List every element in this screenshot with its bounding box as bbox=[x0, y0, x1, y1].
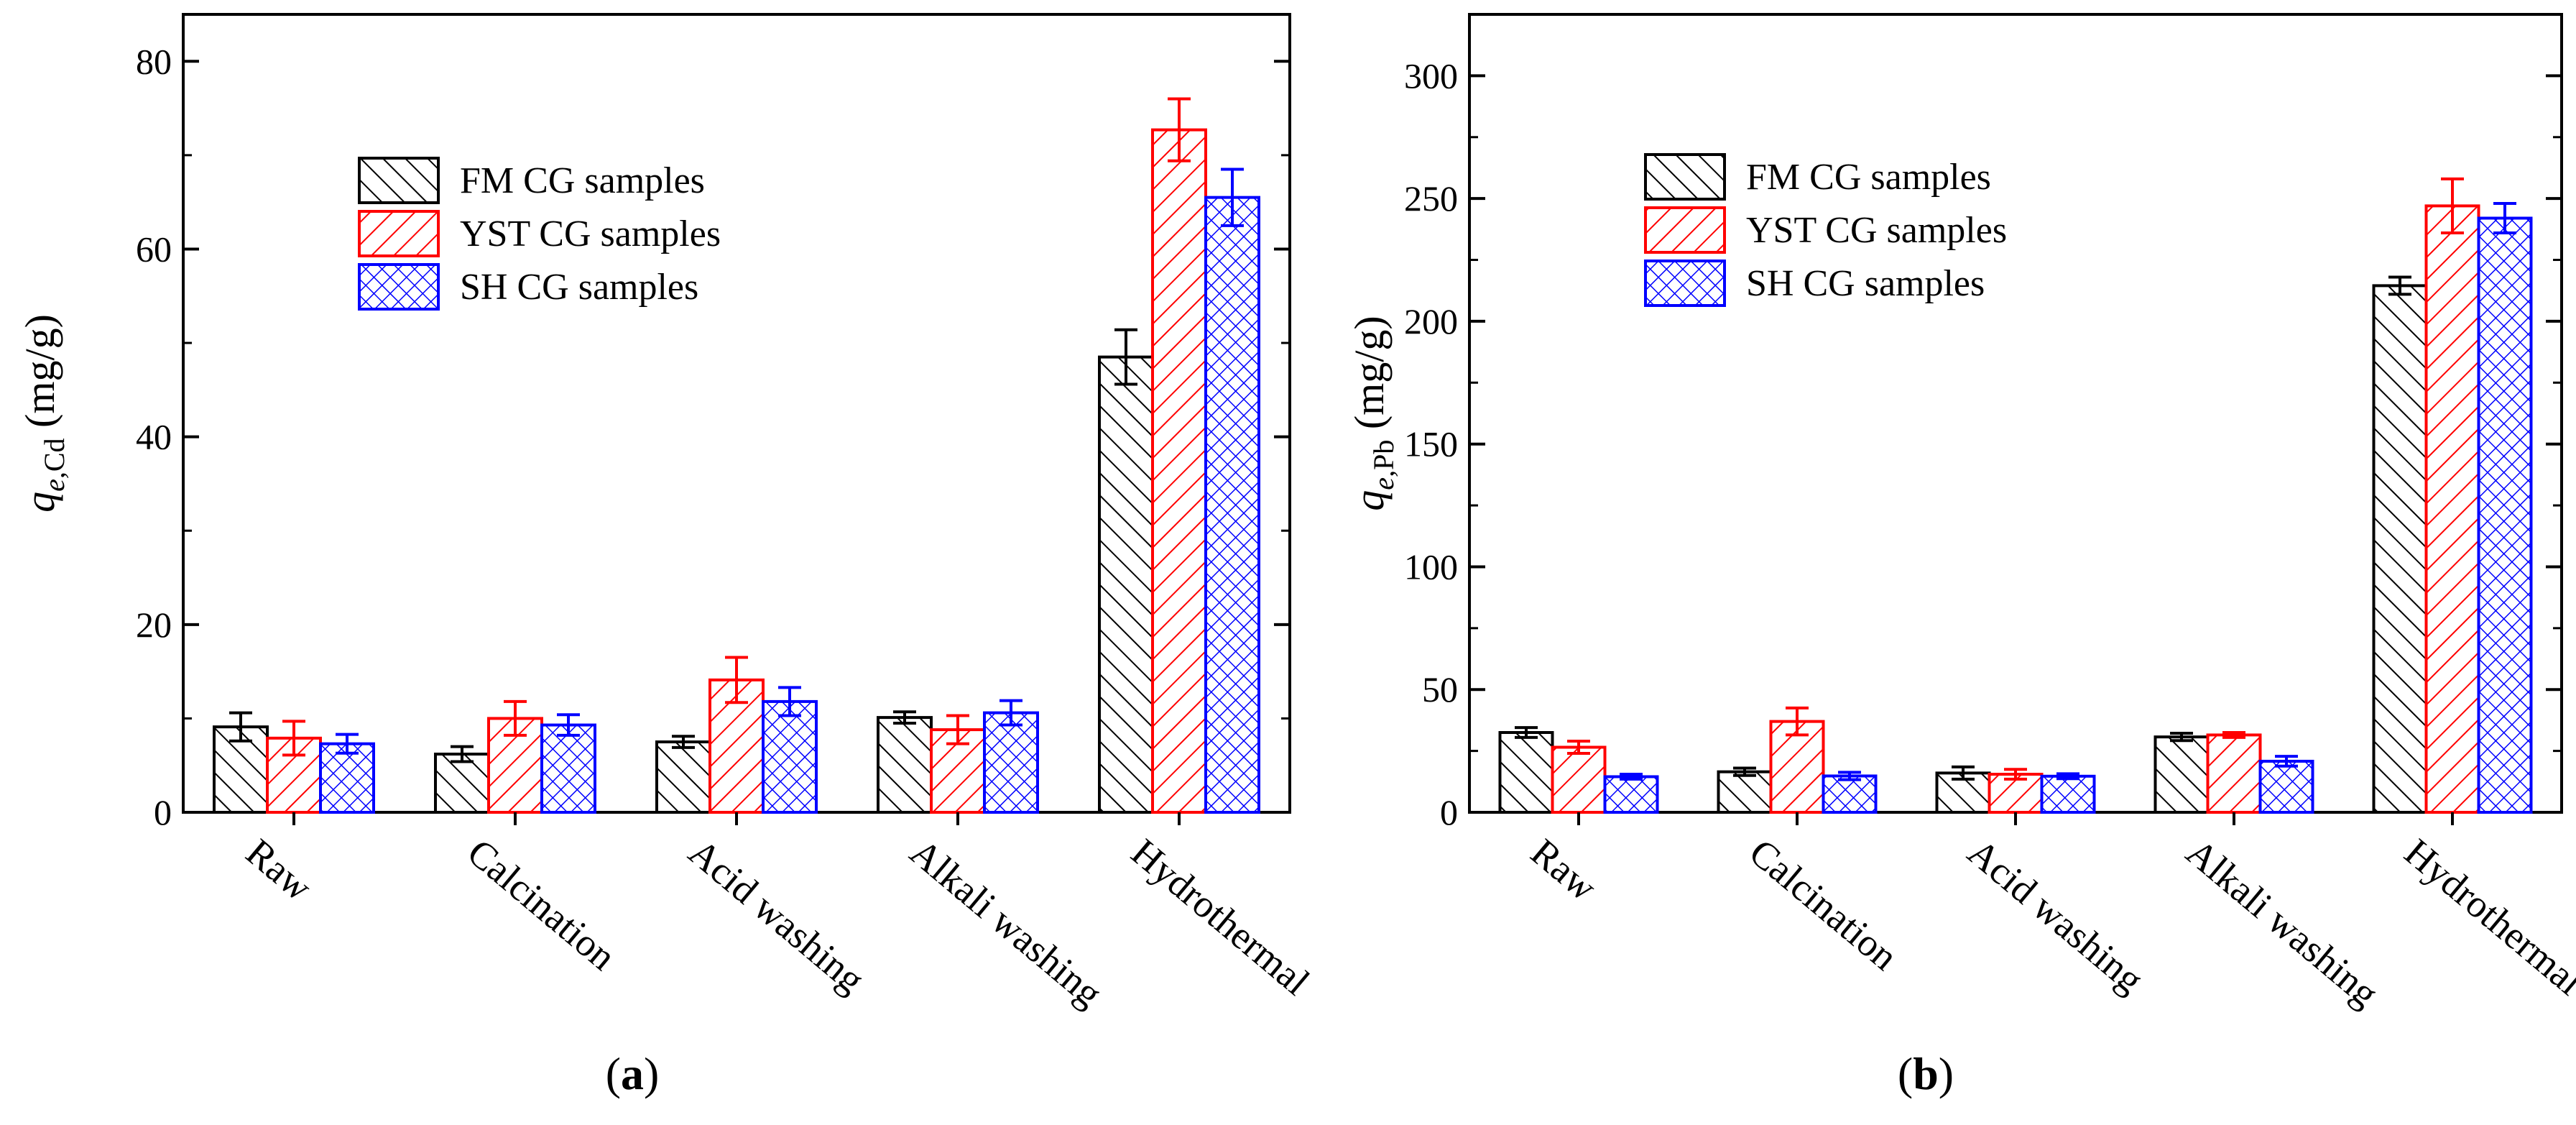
x-tick-label-a-4: Hydrothermal bbox=[1123, 830, 1318, 1004]
y-tick-label-b-3: 150 bbox=[1404, 424, 1458, 464]
bar-b-4-1 bbox=[2424, 204, 2480, 814]
y-tick-label-a-0: 0 bbox=[154, 792, 172, 832]
bar-a-4-1 bbox=[1151, 128, 1207, 814]
legend-label-b-0: FM CG samples bbox=[1746, 157, 1991, 198]
bar-a-3-2 bbox=[983, 711, 1039, 814]
panel-label-letter-a: a bbox=[621, 1048, 644, 1099]
legend-label-a-2: SH CG samples bbox=[460, 267, 698, 308]
y-tick-label-b-0: 0 bbox=[1440, 792, 1458, 832]
bar-a-3-0 bbox=[877, 716, 933, 814]
bar-b-1-2 bbox=[1822, 774, 1878, 814]
x-tick-label-a-1: Calcination bbox=[459, 830, 624, 978]
y-axis-label-sub-b: e, bbox=[1367, 470, 1400, 490]
bar-b-0-2 bbox=[1603, 775, 1659, 814]
x-tick-label-a-3: Alkali washing bbox=[902, 830, 1110, 1015]
bar-b-4-2 bbox=[2477, 216, 2533, 814]
legend-swatch-b-0 bbox=[1644, 153, 1726, 201]
legend-label-b-1: YST CG samples bbox=[1746, 210, 2007, 251]
x-tick-label-b-4: Hydrothermal bbox=[2396, 830, 2576, 1004]
y-tick-label-b-2: 100 bbox=[1404, 546, 1458, 587]
legend-label-a-0: FM CG samples bbox=[460, 160, 705, 201]
panel-label-open-a: ( bbox=[606, 1048, 621, 1099]
panel-b-chart: 0 50 100 150 200 250 300 Raw Calcination Acid was… bbox=[1346, 13, 2576, 1099]
panel-label-close-a: ) bbox=[644, 1048, 659, 1099]
bar-b-1-0 bbox=[1717, 770, 1773, 814]
bar-b-3-1 bbox=[2206, 733, 2262, 814]
y-tick-label-b-1: 50 bbox=[1422, 669, 1458, 710]
bar-a-2-0 bbox=[655, 740, 711, 814]
legend-swatch-a-1 bbox=[358, 210, 440, 257]
x-tick-label-b-2: Acid washing bbox=[1959, 830, 2151, 1001]
y-axis-label-unit-b: (mg/g) bbox=[1346, 316, 1393, 439]
bar-b-4-0 bbox=[2372, 284, 2428, 814]
x-tick-label-b-1: Calcination bbox=[1741, 830, 1906, 978]
panel-label-b: (b) bbox=[1898, 1048, 1954, 1099]
bar-a-1-2 bbox=[540, 723, 596, 814]
legend-swatch-b-2 bbox=[1644, 260, 1726, 307]
legend-swatch-b-1 bbox=[1644, 206, 1726, 254]
panel-a-chart: 0 20 40 60 80 Raw Calcination Acid washing Alkal… bbox=[17, 13, 1318, 1099]
y-tick-label-b-5: 250 bbox=[1404, 178, 1458, 219]
bar-b-3-2 bbox=[2258, 759, 2314, 814]
y-tick-label-b-4: 200 bbox=[1404, 301, 1458, 341]
bar-a-4-0 bbox=[1098, 355, 1154, 814]
panel-label-letter-b: b bbox=[1913, 1048, 1939, 1099]
bar-a-2-2 bbox=[762, 699, 818, 814]
y-axis-label-subsub-b: Pb bbox=[1367, 440, 1400, 470]
y-axis-label-var-a: q bbox=[17, 492, 63, 513]
x-tick-label-b-3: Alkali washing bbox=[2178, 830, 2386, 1015]
bar-b-0-0 bbox=[1498, 731, 1554, 814]
y-tick-label-a-2: 40 bbox=[136, 417, 172, 457]
y-tick-label-b-6: 300 bbox=[1404, 55, 1458, 96]
legend-label-b-2: SH CG samples bbox=[1746, 263, 1985, 304]
x-tick-label-a-0: Raw bbox=[238, 830, 320, 909]
x-tick-label-a-2: Acid washing bbox=[680, 830, 872, 1001]
bar-b-3-0 bbox=[2153, 735, 2210, 814]
y-axis-label-unit-a: (mg/g) bbox=[17, 314, 63, 438]
panel-label-open-b: ( bbox=[1898, 1048, 1913, 1099]
y-tick-label-a-3: 60 bbox=[136, 229, 172, 269]
y-axis-label-subsub-a: Cd bbox=[38, 438, 70, 472]
legend-swatch-a-0 bbox=[358, 157, 440, 204]
y-axis-label-var-b: q bbox=[1346, 490, 1393, 511]
y-tick-label-a-1: 20 bbox=[136, 605, 172, 645]
bar-a-4-2 bbox=[1204, 196, 1260, 814]
y-axis-label-b: qe,Pb (mg/g) bbox=[1346, 316, 1400, 510]
panel-label-close-b: ) bbox=[1939, 1048, 1954, 1099]
y-axis-label-a: qe,Cd (mg/g) bbox=[17, 314, 70, 513]
legend-swatch-a-2 bbox=[358, 263, 440, 311]
y-axis-label-sub-a: e, bbox=[38, 472, 70, 492]
legend-label-a-1: YST CG samples bbox=[460, 213, 721, 254]
x-tick-label-b-0: Raw bbox=[1523, 830, 1605, 909]
bar-b-2-2 bbox=[2040, 774, 2096, 814]
bar-b-0-1 bbox=[1551, 745, 1607, 814]
panel-label-a: (a) bbox=[606, 1048, 660, 1099]
y-tick-label-a-4: 80 bbox=[136, 41, 172, 81]
